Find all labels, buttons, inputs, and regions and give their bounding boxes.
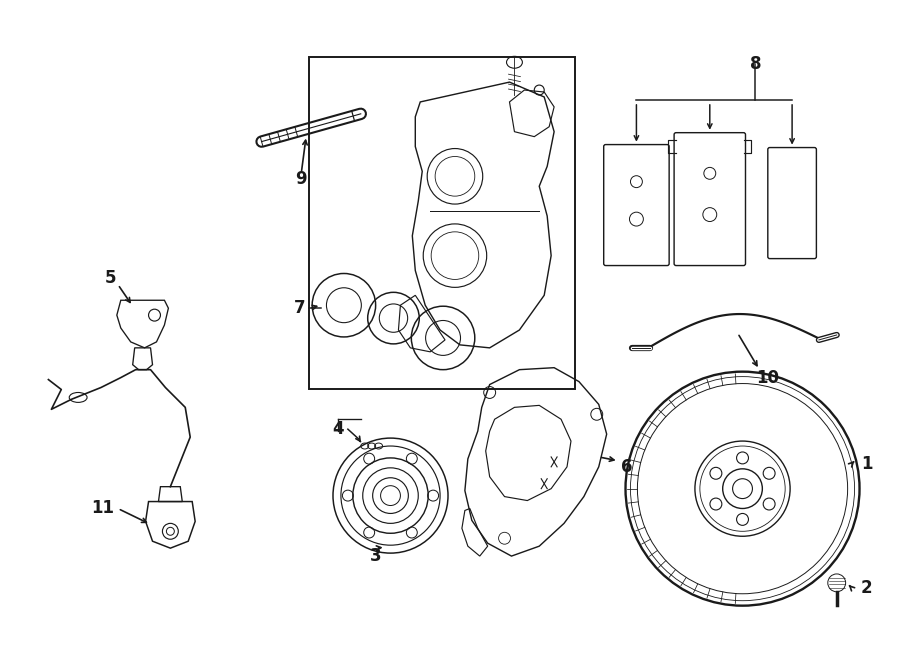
- Bar: [310, 58, 575, 389]
- Text: 2: 2: [860, 579, 872, 597]
- Text: 6: 6: [621, 458, 633, 476]
- Text: 7: 7: [293, 299, 305, 317]
- Text: 5: 5: [105, 270, 117, 288]
- Text: 3: 3: [370, 547, 382, 565]
- Text: 8: 8: [750, 56, 761, 73]
- Text: 11: 11: [92, 500, 114, 518]
- Text: 10: 10: [756, 369, 778, 387]
- Text: 9: 9: [295, 171, 307, 188]
- Text: 4: 4: [332, 420, 344, 438]
- Text: 1: 1: [860, 455, 872, 473]
